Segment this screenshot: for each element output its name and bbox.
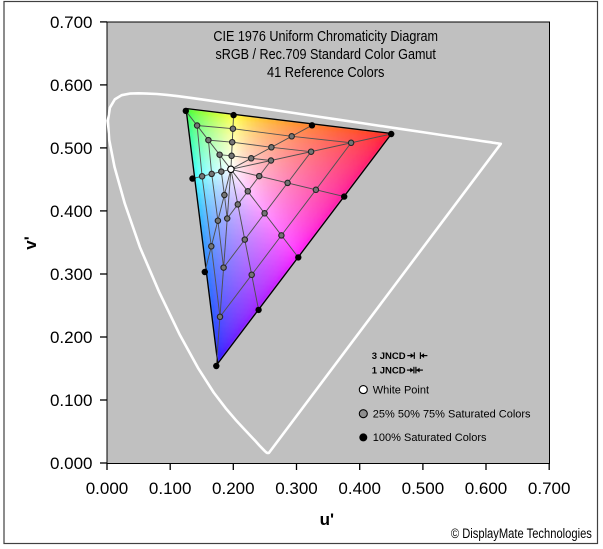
svg-text:41 Reference Colors: 41 Reference Colors	[267, 63, 385, 80]
svg-text:100% Saturated Colors: 100% Saturated Colors	[373, 432, 487, 444]
svg-text:25% 50% 75% Saturated Colors: 25% 50% 75% Saturated Colors	[373, 409, 531, 421]
svg-text:0.600: 0.600	[465, 479, 508, 498]
svg-text:v': v'	[21, 236, 40, 250]
svg-text:0.500: 0.500	[402, 479, 445, 498]
svg-text:0.500: 0.500	[50, 139, 93, 158]
svg-text:0.000: 0.000	[86, 479, 129, 498]
svg-text:u': u'	[320, 510, 334, 529]
svg-text:0.100: 0.100	[149, 479, 192, 498]
svg-text:0.600: 0.600	[50, 76, 93, 95]
svg-text:0.400: 0.400	[50, 202, 93, 221]
svg-text:CIE 1976 Uniform Chromaticity: CIE 1976 Uniform Chromaticity Diagram	[213, 27, 438, 44]
svg-text:0.400: 0.400	[338, 479, 381, 498]
svg-text:0.700: 0.700	[50, 13, 93, 32]
svg-text:3 JNCD: 3 JNCD	[372, 351, 406, 362]
svg-text:sRGB / Rec.709 Standard Color: sRGB / Rec.709 Standard Color Gamut	[215, 45, 436, 62]
svg-text:0.200: 0.200	[50, 328, 93, 347]
svg-text:0.300: 0.300	[50, 265, 93, 284]
svg-text:White Point: White Point	[373, 384, 429, 396]
svg-text:0.100: 0.100	[50, 391, 93, 410]
svg-text:0.000: 0.000	[50, 454, 93, 473]
svg-text:© DisplayMate Technologies: © DisplayMate Technologies	[451, 526, 592, 541]
svg-text:0.700: 0.700	[528, 479, 571, 498]
svg-text:0.300: 0.300	[275, 479, 318, 498]
svg-text:1 JNCD: 1 JNCD	[372, 365, 406, 376]
svg-text:0.200: 0.200	[212, 479, 255, 498]
